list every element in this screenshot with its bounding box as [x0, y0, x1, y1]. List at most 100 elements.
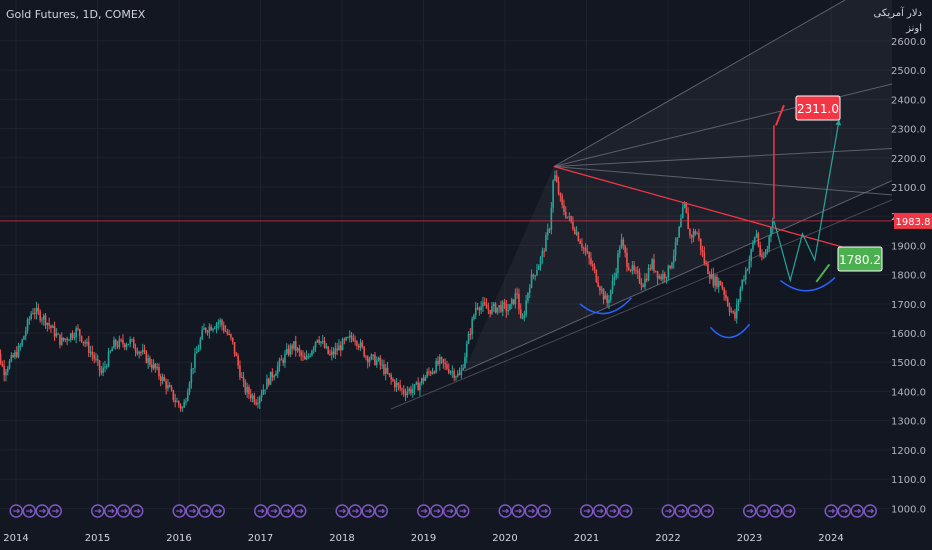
candle-body — [503, 302, 506, 304]
candle-body — [512, 299, 515, 305]
candle-body — [680, 218, 682, 228]
candle-body — [627, 266, 630, 270]
candle-body — [167, 385, 169, 389]
candle-body — [186, 392, 189, 401]
candle-body — [442, 359, 445, 363]
candle-body — [172, 390, 175, 401]
candle-body — [406, 391, 409, 396]
candle-body — [437, 360, 439, 365]
candle-body — [698, 233, 700, 239]
event-arrow-icon — [270, 508, 278, 514]
candle-body — [548, 229, 551, 231]
candle-body — [762, 256, 765, 258]
candle-body — [631, 265, 634, 271]
candle-body — [559, 193, 562, 196]
candle-body — [190, 368, 193, 384]
y-tick-label: 2300.0 — [891, 125, 926, 136]
candle-body — [375, 360, 378, 366]
candle-body — [482, 302, 484, 307]
event-arrow-icon — [120, 508, 128, 514]
currency-unit-label: دلار آمریکی اونز — [874, 6, 922, 36]
candle-body — [6, 368, 9, 372]
candle-body — [770, 227, 772, 237]
candle-body — [611, 280, 614, 291]
candle-body — [444, 362, 446, 365]
candle-body — [563, 204, 565, 213]
candle-body — [68, 339, 70, 341]
candle-body — [422, 378, 425, 381]
candle-body — [158, 366, 160, 377]
time-axis[interactable]: 2014 2015 2016 2017 2018 2019 2020 2021 2022 2023… — [3, 533, 843, 544]
price-axis[interactable]: 1000.0 1100.0 1200.0 1300.0 1400.0 1500.0 1600… — [891, 0, 932, 550]
candle-body — [323, 341, 326, 348]
candle-body — [204, 327, 207, 332]
candle-body — [93, 355, 95, 359]
candle-body — [473, 315, 475, 320]
candle-body — [467, 333, 470, 344]
candle-body — [125, 345, 128, 348]
candle-body — [489, 309, 491, 314]
candle-body — [737, 299, 740, 305]
x-tick-label: 2015 — [85, 533, 110, 544]
candle-body — [381, 364, 383, 366]
candle-body — [21, 339, 23, 346]
event-arrow-icon — [678, 508, 686, 514]
candle-body — [678, 227, 680, 238]
candle-body — [15, 352, 18, 357]
projection-path — [773, 119, 840, 283]
candle-body — [708, 274, 711, 279]
candle-body — [464, 357, 466, 368]
event-arrow-icon — [189, 508, 197, 514]
candle-body — [300, 351, 302, 356]
candle-body — [665, 277, 668, 279]
event-arrow-icon — [215, 508, 223, 514]
candle-body — [37, 307, 40, 312]
candle-body — [426, 371, 428, 377]
candle-body — [321, 341, 324, 343]
candle-body — [642, 285, 644, 288]
target-down-pointer — [815, 263, 831, 283]
candle-body — [719, 280, 722, 286]
candle-body — [255, 402, 257, 405]
candle-body — [494, 303, 497, 313]
candle-body — [152, 363, 155, 369]
candle-body — [428, 371, 430, 373]
candle-body — [228, 334, 230, 336]
candle-body — [469, 333, 472, 335]
candle-body — [667, 265, 670, 278]
candle-body — [438, 357, 441, 365]
event-icons[interactable] — [9, 504, 877, 518]
candle-body — [744, 270, 747, 280]
candle-body — [723, 288, 725, 295]
event-arrow-icon — [39, 508, 47, 514]
candle-body — [201, 329, 203, 340]
candle-body — [462, 367, 464, 371]
candle-body — [595, 270, 598, 282]
y-tick-label: 2400.0 — [891, 95, 926, 106]
candle-body — [161, 377, 164, 381]
candle-body — [194, 353, 196, 369]
candle-body — [766, 249, 769, 253]
candle-body — [177, 401, 180, 405]
candle-body — [435, 360, 437, 373]
pitchfork-line — [390, 182, 932, 410]
event-arrow-icon — [202, 508, 210, 514]
candle-body — [248, 387, 250, 394]
candle-body — [348, 335, 351, 338]
candle-body — [714, 276, 716, 286]
candle-body — [217, 322, 220, 324]
event-arrow-icon — [691, 508, 699, 514]
candle-body — [527, 292, 529, 301]
event-arrow-icon — [665, 508, 673, 514]
candle-body — [249, 393, 252, 399]
candle-body — [649, 268, 652, 270]
candle-body — [273, 375, 275, 378]
candle-body — [410, 388, 412, 394]
candle-body — [483, 302, 486, 305]
candle-body — [141, 349, 144, 353]
candle-body — [388, 373, 391, 375]
candle-body — [253, 395, 256, 403]
candle-body — [739, 288, 742, 300]
candle-body — [518, 293, 520, 310]
